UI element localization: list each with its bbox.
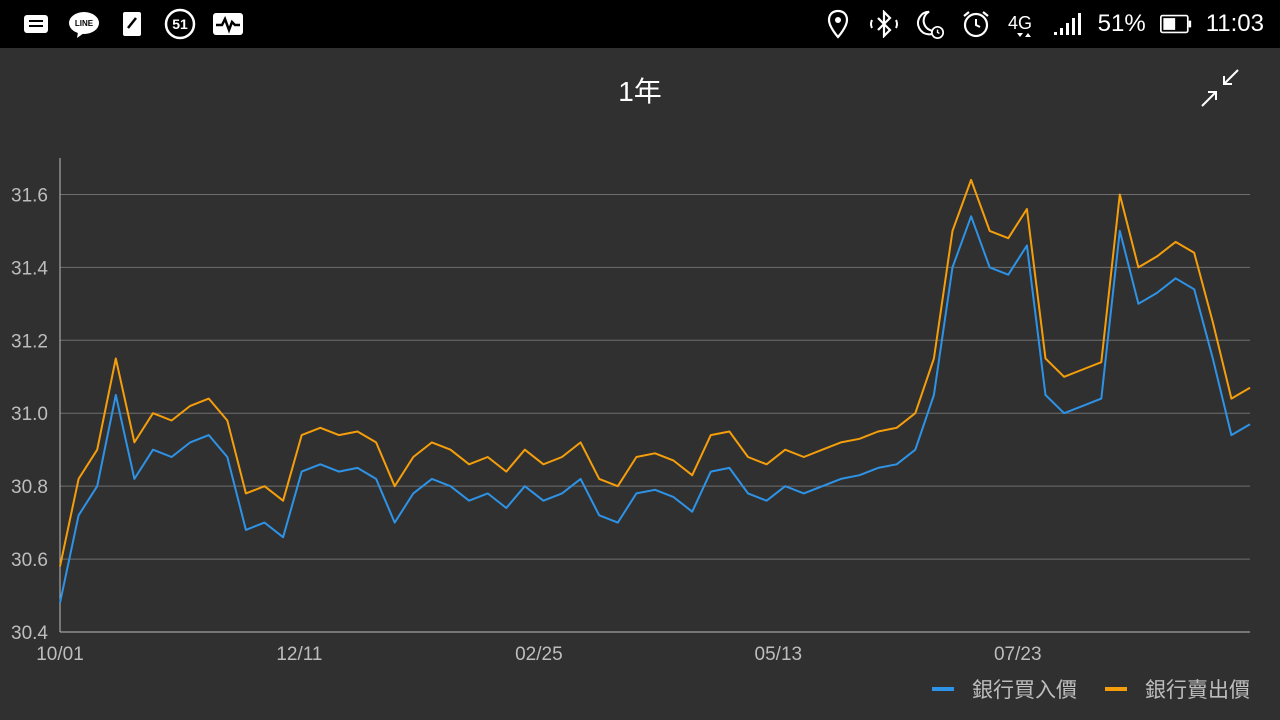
collapse-button[interactable] bbox=[1198, 66, 1242, 110]
status-bar-indicators: 4G 51% 11:03 bbox=[822, 8, 1264, 40]
legend-label-buy: 銀行買入價 bbox=[972, 679, 1077, 702]
alarm-icon bbox=[960, 8, 992, 40]
y-tick-label: 31.2 bbox=[11, 331, 48, 352]
network-4g-icon: 4G bbox=[1006, 8, 1038, 40]
location-icon bbox=[822, 8, 854, 40]
chart-legend: 銀行買入價 銀行賣出價 bbox=[932, 674, 1250, 704]
exchange-rate-chart: 30.4 30.6 30.8 31.0 31.2 31.4 31.6 10/01 12/11 02… bbox=[11, 158, 1251, 665]
x-tick-label: 10/01 bbox=[36, 644, 84, 665]
clock: 11:03 bbox=[1205, 10, 1264, 37]
page-title: 1年 bbox=[618, 76, 662, 107]
collapse-arrows-icon bbox=[1201, 69, 1239, 107]
legend-item-buy: 銀行買入價 bbox=[932, 674, 1077, 704]
battery-icon bbox=[1159, 8, 1192, 40]
status-bar: LINE 51 4G 51% bbox=[0, 0, 1280, 48]
bluetooth-icon bbox=[868, 8, 900, 40]
x-tick-label: 05/13 bbox=[755, 644, 803, 665]
signal-icon bbox=[1052, 8, 1084, 40]
y-tick-label: 31.6 bbox=[11, 185, 48, 206]
legend-item-sell: 銀行賣出價 bbox=[1105, 674, 1250, 704]
phone-card-icon bbox=[116, 8, 148, 40]
y-tick-label: 30.8 bbox=[11, 477, 48, 498]
y-tick-label: 30.4 bbox=[11, 623, 48, 644]
do-not-disturb-icon bbox=[914, 8, 946, 40]
notification-list-icon bbox=[20, 8, 52, 40]
badge-51-icon: 51 bbox=[164, 8, 196, 40]
y-tick-label: 31.4 bbox=[11, 258, 48, 279]
x-tick-label: 02/25 bbox=[515, 644, 563, 665]
x-tick-label: 07/23 bbox=[994, 644, 1042, 665]
y-tick-label: 31.0 bbox=[11, 404, 48, 425]
legend-label-sell: 銀行賣出價 bbox=[1145, 679, 1250, 702]
line-app-icon: LINE bbox=[68, 8, 100, 40]
svg-text:4G: 4G bbox=[1008, 13, 1032, 33]
y-tick-label: 30.6 bbox=[11, 550, 48, 571]
battery-percent: 51% bbox=[1097, 10, 1146, 37]
legend-swatch-buy bbox=[932, 687, 954, 691]
series-line-buy bbox=[59, 215, 1251, 604]
series-line-sell bbox=[59, 178, 1251, 567]
x-tick-label: 12/11 bbox=[276, 644, 322, 665]
legend-swatch-sell bbox=[1105, 687, 1127, 691]
status-bar-notifications: LINE 51 bbox=[20, 8, 244, 40]
svg-text:51: 51 bbox=[172, 16, 188, 32]
activity-monitor-icon bbox=[212, 8, 244, 40]
svg-text:LINE: LINE bbox=[75, 19, 94, 28]
